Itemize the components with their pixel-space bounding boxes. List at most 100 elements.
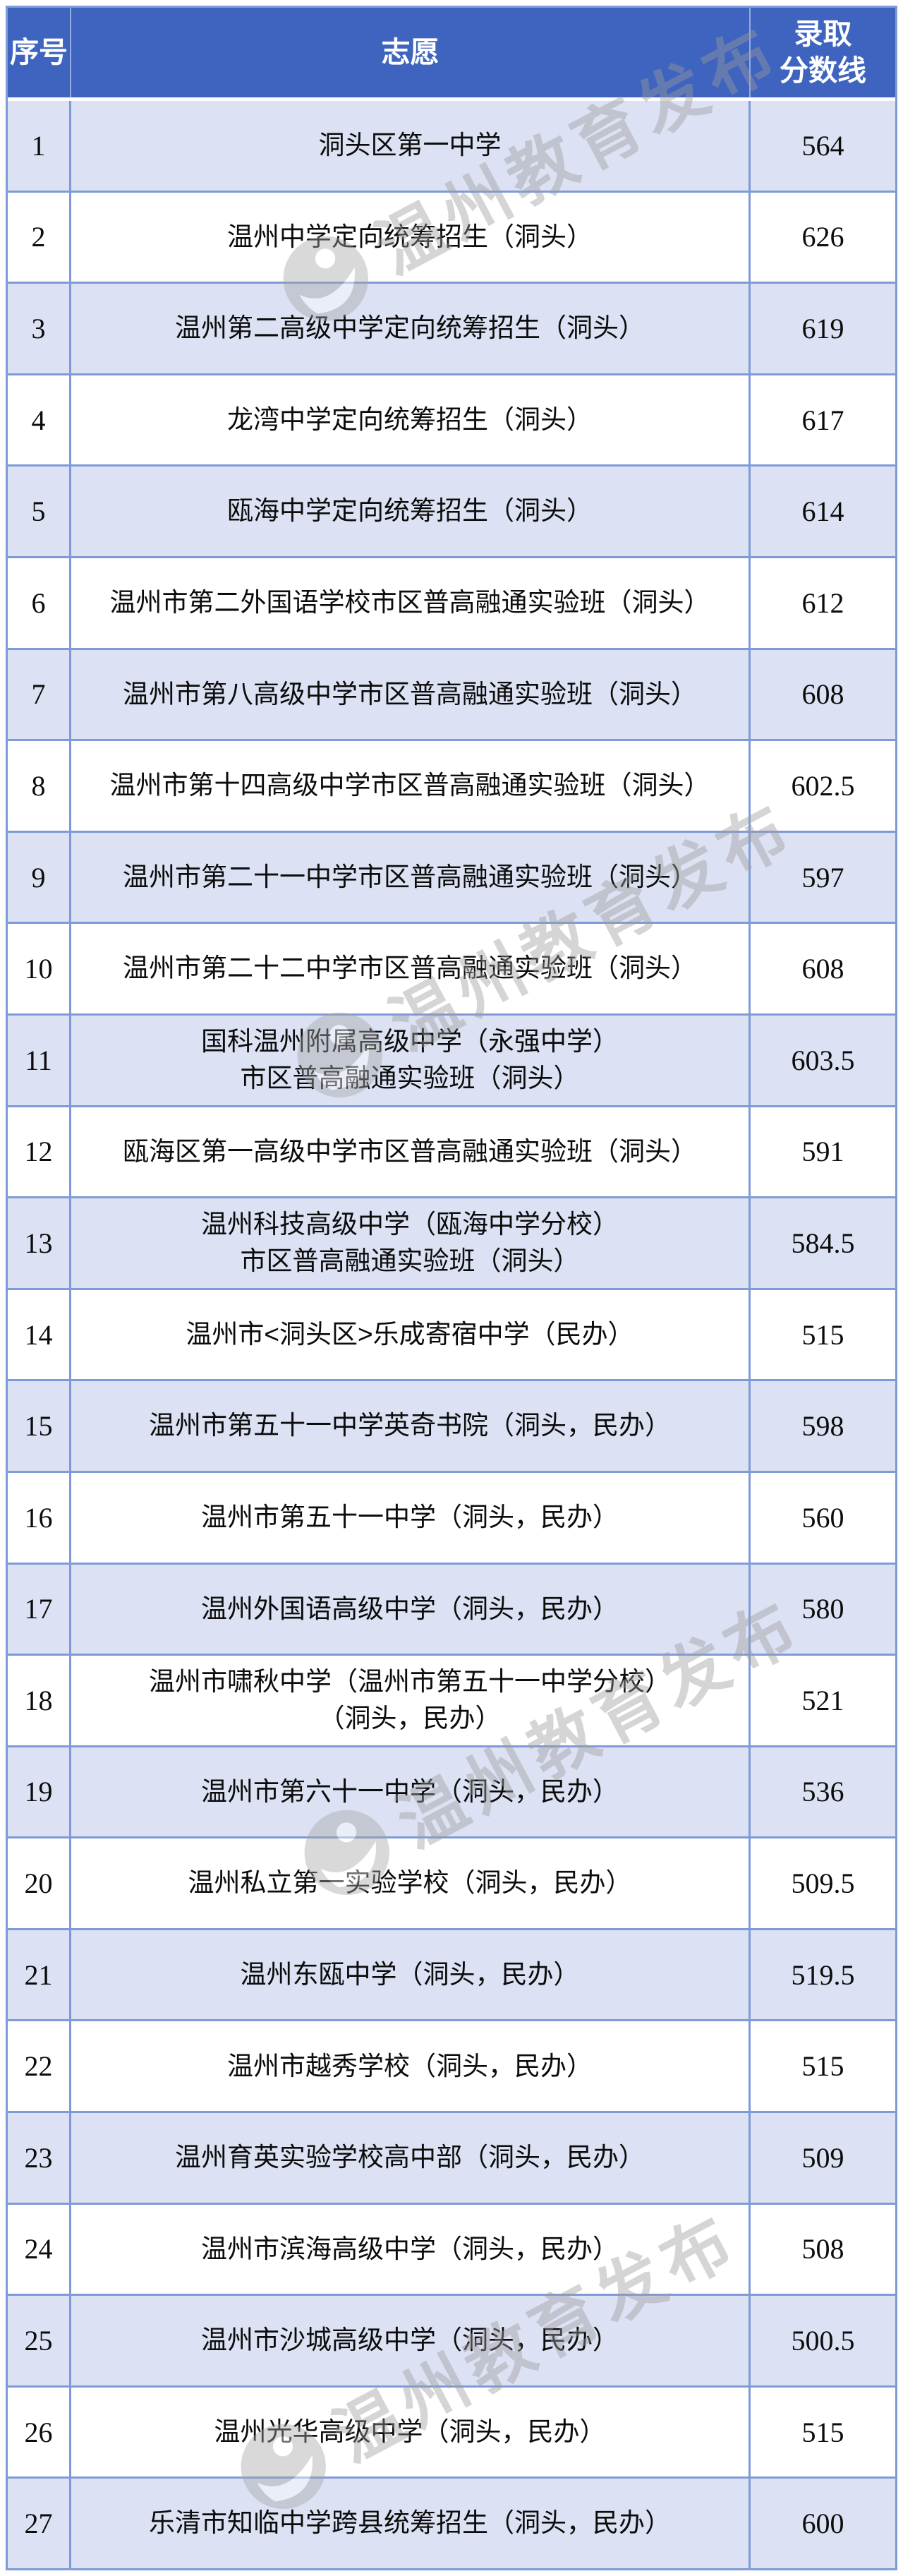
- cell-score: 617: [801, 404, 844, 436]
- cell-choice: 温州市第二十二中学市区普高融通实验班（洞头）: [71, 924, 751, 1013]
- cell-score: 515: [801, 2416, 844, 2448]
- choice-line: 市区普高融通实验班（洞头）: [240, 1064, 580, 1093]
- cell-serial: 10: [8, 924, 71, 1013]
- cell-choice: 乐清市知临中学跨县统筹招生（洞头，民办）: [71, 2479, 751, 2569]
- choice-line: 温州中学定向统筹招生（洞头）: [227, 222, 593, 251]
- cell-serial: 5: [8, 467, 71, 556]
- cell-score: 564: [801, 129, 844, 162]
- choice-line: 温州市第二十二中学市区普高融通实验班（洞头）: [123, 953, 697, 983]
- choice-line: 洞头区第一中学: [318, 131, 502, 160]
- table-row: 20 温州私立第一实验学校（洞头，民办） 509.5: [8, 1836, 895, 1928]
- table-row: 1 洞头区第一中学 564: [8, 101, 895, 191]
- choice-line: 温州市第十四高级中学市区普高融通实验班（洞头）: [109, 771, 710, 800]
- cell-serial: 23: [8, 2113, 71, 2203]
- choice-line: 温州市啸秋中学（温州市第五十一中学分校）: [149, 1666, 671, 1696]
- table-row: 26 温州光华高级中学（洞头，民办） 515: [8, 2385, 895, 2477]
- choice-line: 温州东瓯中学（洞头，民办）: [240, 1959, 580, 1989]
- choice-line: 温州市第六十一中学（洞头，民办）: [201, 1776, 619, 1806]
- cell-score: 580: [801, 1593, 844, 1625]
- cell-serial: 14: [8, 1289, 71, 1380]
- choice-line: 国科温州附属高级中学（永强中学）: [201, 1026, 619, 1056]
- cell-serial: 1: [8, 101, 71, 191]
- choice-line: 温州外国语高级中学（洞头，民办）: [201, 1594, 619, 1623]
- cell-choice: 温州市第六十一中学（洞头，民办）: [71, 1747, 751, 1837]
- cell-score: 614: [801, 495, 844, 528]
- cell-choice: 温州市第十四高级中学市区普高融通实验班（洞头）: [71, 741, 751, 831]
- admission-score-table: 序号 志愿 录取 分数线 1 洞头区第一中学 564 2 温州中学定向统筹招生（洞头） 6…: [6, 6, 897, 2570]
- cell-score: 603.5: [791, 1044, 855, 1076]
- choice-line: （洞头，民办）: [318, 1704, 502, 1733]
- cell-choice: 温州光华高级中学（洞头，民办）: [71, 2387, 751, 2477]
- cell-serial: 24: [8, 2204, 71, 2294]
- cell-choice: 温州市啸秋中学（温州市第五十一中学分校） （洞头，民办）: [71, 1656, 751, 1745]
- cell-serial: 7: [8, 649, 71, 740]
- cell-serial: 19: [8, 1747, 71, 1837]
- cell-serial: 22: [8, 2021, 71, 2112]
- cell-choice: 国科温州附属高级中学（永强中学） 市区普高融通实验班（洞头）: [71, 1015, 751, 1105]
- choice-line: 温州市滨海高级中学（洞头，民办）: [201, 2234, 619, 2263]
- cell-score: 612: [801, 586, 844, 619]
- cell-choice: 洞头区第一中学: [71, 101, 751, 191]
- cell-choice: 瓯海区第一高级中学市区普高融通实验班（洞头）: [71, 1107, 751, 1197]
- table-row: 6 温州市第二外国语学校市区普高融通实验班（洞头） 612: [8, 555, 895, 648]
- cell-score: 591: [801, 1136, 844, 1168]
- cell-score: 509.5: [791, 1867, 855, 1900]
- choice-line: 市区普高融通实验班（洞头）: [240, 1246, 580, 1276]
- cell-serial: 16: [8, 1472, 71, 1563]
- cell-score: 602.5: [791, 769, 855, 802]
- cell-choice: 温州外国语高级中学（洞头，民办）: [71, 1564, 751, 1654]
- choice-line: 温州市第五十一中学英奇书院（洞头，民办）: [149, 1411, 671, 1440]
- table-row: 14 温州市<洞头区>乐成寄宿中学（民办） 515: [8, 1287, 895, 1380]
- cell-choice: 温州私立第一实验学校（洞头，民办）: [71, 1838, 751, 1928]
- cell-serial: 27: [8, 2479, 71, 2569]
- header-score: 录取 分数线: [751, 8, 895, 97]
- choice-line: 温州私立第一实验学校（洞头，民办）: [188, 1868, 632, 1898]
- choice-line: 乐清市知临中学跨县统筹招生（洞头，民办）: [149, 2508, 671, 2538]
- table-row: 17 温州外国语高级中学（洞头，民办） 580: [8, 1562, 895, 1654]
- cell-serial: 12: [8, 1107, 71, 1197]
- table-row: 3 温州第二高级中学定向统筹招生（洞头） 619: [8, 282, 895, 373]
- cell-score: 500.5: [791, 2325, 855, 2357]
- choice-line: 温州市第五十一中学（洞头，民办）: [201, 1502, 619, 1531]
- table-row: 2 温州中学定向统筹招生（洞头） 626: [8, 190, 895, 282]
- cell-score: 560: [801, 1501, 844, 1534]
- choice-line: 瓯海区第一高级中学市区普高融通实验班（洞头）: [123, 1136, 697, 1166]
- cell-serial: 25: [8, 2296, 71, 2385]
- cell-score: 515: [801, 2050, 844, 2083]
- cell-score: 597: [801, 861, 844, 893]
- choice-line: 温州第二高级中学定向统筹招生（洞头）: [175, 313, 645, 343]
- table-row: 5 瓯海中学定向统筹招生（洞头） 614: [8, 464, 895, 556]
- table-body: 1 洞头区第一中学 564 2 温州中学定向统筹招生（洞头） 626 3 温州第二高级中学定向…: [8, 101, 895, 2569]
- table-row: 12 瓯海区第一高级中学市区普高融通实验班（洞头） 591: [8, 1105, 895, 1197]
- choice-line: 温州市第二十一中学市区普高融通实验班（洞头）: [123, 862, 697, 891]
- table-row: 27 乐清市知临中学跨县统筹招生（洞头，民办） 600: [8, 2476, 895, 2569]
- table-row: 25 温州市沙城高级中学（洞头，民办） 500.5: [8, 2294, 895, 2385]
- cell-choice: 温州东瓯中学（洞头，民办）: [71, 1930, 751, 2020]
- cell-serial: 4: [8, 375, 71, 465]
- choice-line: 温州科技高级中学（瓯海中学分校）: [201, 1209, 619, 1239]
- cell-score: 519.5: [791, 1958, 855, 1991]
- table-row: 23 温州育英实验学校高中部（洞头，民办） 509: [8, 2111, 895, 2203]
- table-row: 22 温州市越秀学校（洞头，民办） 515: [8, 2019, 895, 2112]
- table-row: 11 国科温州附属高级中学（永强中学） 市区普高融通实验班（洞头） 603.5: [8, 1013, 895, 1105]
- header-score-label-line1: 录取: [794, 18, 852, 51]
- cell-choice: 温州市第二十一中学市区普高融通实验班（洞头）: [71, 832, 751, 922]
- choice-line: 温州市第八高级中学市区普高融通实验班（洞头）: [123, 679, 697, 709]
- table-row: 7 温州市第八高级中学市区普高融通实验班（洞头） 608: [8, 647, 895, 740]
- cell-serial: 8: [8, 741, 71, 831]
- table-row: 15 温州市第五十一中学英奇书院（洞头，民办） 598: [8, 1379, 895, 1471]
- cell-choice: 温州育英实验学校高中部（洞头，民办）: [71, 2113, 751, 2203]
- cell-serial: 2: [8, 192, 71, 282]
- cell-score: 626: [801, 221, 844, 253]
- cell-choice: 温州中学定向统筹招生（洞头）: [71, 192, 751, 282]
- cell-score: 515: [801, 1318, 844, 1351]
- cell-serial: 6: [8, 558, 71, 648]
- cell-choice: 温州市越秀学校（洞头，民办）: [71, 2021, 751, 2112]
- header-choice-label: 志愿: [381, 35, 440, 68]
- cell-score: 608: [801, 953, 844, 985]
- cell-serial: 26: [8, 2387, 71, 2477]
- cell-score: 536: [801, 1776, 844, 1808]
- cell-choice: 温州市<洞头区>乐成寄宿中学（民办）: [71, 1289, 751, 1380]
- table-header-row: 序号 志愿 录取 分数线: [8, 8, 895, 101]
- table-row: 16 温州市第五十一中学（洞头，民办） 560: [8, 1470, 895, 1563]
